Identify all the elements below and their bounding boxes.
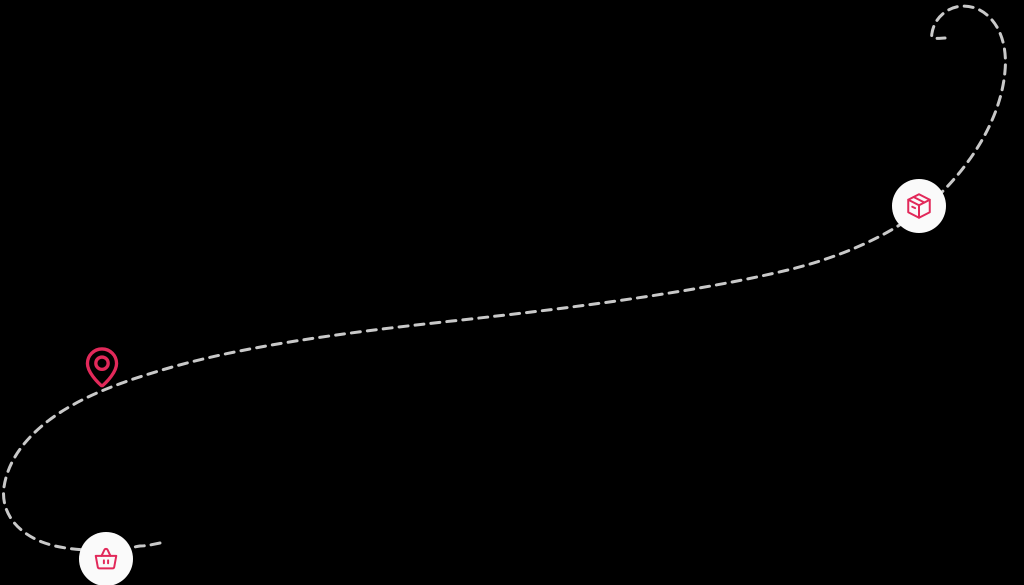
location-pin-icon bbox=[85, 347, 119, 388]
dashed-route-path bbox=[2, 4, 1007, 552]
marker-disc bbox=[79, 532, 133, 585]
marker-origin-store[interactable] bbox=[79, 532, 133, 585]
marker-parcel-handoff[interactable] bbox=[892, 179, 946, 233]
marker-waypoint-destination[interactable] bbox=[83, 346, 121, 388]
package-box-icon bbox=[907, 193, 931, 219]
shopping-basket-icon bbox=[94, 547, 118, 570]
